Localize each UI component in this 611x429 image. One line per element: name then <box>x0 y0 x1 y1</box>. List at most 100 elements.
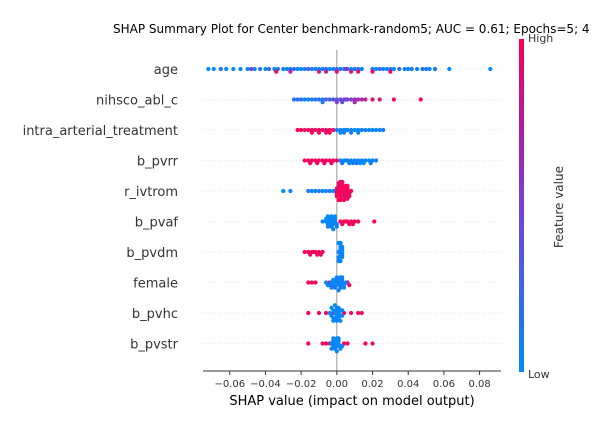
shap-point <box>331 97 336 102</box>
shap-point <box>381 127 386 133</box>
shap-point <box>211 66 216 72</box>
shap-point <box>334 158 339 163</box>
shap-point <box>377 127 382 133</box>
shap-point <box>313 66 318 72</box>
shap-point <box>381 66 386 72</box>
shap-point <box>352 100 357 105</box>
shap-point <box>315 252 320 257</box>
shap-point <box>306 310 311 316</box>
shap-point <box>343 97 348 102</box>
shap-point <box>488 66 493 72</box>
shap-point <box>370 69 375 74</box>
shap-point <box>311 249 316 255</box>
shap-point <box>318 252 323 257</box>
shap-point <box>336 305 341 310</box>
shap-point <box>329 305 334 310</box>
shap-point <box>288 69 293 74</box>
shap-point <box>359 127 364 133</box>
shap-point <box>316 69 322 74</box>
shap-point <box>340 275 345 280</box>
feature-label: female <box>133 277 178 292</box>
shap-point <box>338 318 343 323</box>
shap-point <box>357 161 363 166</box>
shap-point <box>356 219 361 224</box>
shap-point <box>320 66 325 72</box>
feature-label: intra_arterial_treatment <box>23 124 178 139</box>
shap-point <box>406 66 411 72</box>
shap-point <box>302 66 307 72</box>
shap-point <box>306 188 311 194</box>
shap-point <box>418 97 423 102</box>
shap-point <box>327 130 332 135</box>
shap-point <box>352 66 357 72</box>
shap-point <box>325 214 330 219</box>
shap-point <box>356 97 361 102</box>
chart-title: SHAP Summary Plot for Center benchmark-r… <box>113 22 590 36</box>
shap-point <box>329 346 334 351</box>
shap-point <box>324 97 329 102</box>
shap-point <box>238 66 243 72</box>
shap-point <box>361 161 366 166</box>
shap-point <box>374 127 379 133</box>
shap-point <box>309 130 314 135</box>
shap-point <box>249 66 254 72</box>
shap-point <box>366 127 372 133</box>
shap-point <box>327 188 332 194</box>
shap-point <box>231 66 236 72</box>
shap-point <box>340 100 345 105</box>
feature-label: nihsco_abl_c <box>96 94 178 109</box>
shap-point <box>343 280 348 285</box>
shap-point <box>302 249 307 255</box>
shap-point <box>340 308 345 313</box>
shap-point <box>388 69 393 74</box>
shap-point <box>340 161 345 166</box>
shap-point <box>299 66 304 72</box>
shap-point <box>320 219 325 224</box>
shap-point <box>334 349 339 354</box>
shap-point <box>313 127 318 133</box>
shap-point <box>306 341 311 346</box>
shap-point <box>338 66 343 72</box>
shap-point <box>363 97 368 102</box>
shap-point <box>316 188 322 194</box>
shap-point <box>316 130 322 135</box>
shap-point <box>299 97 304 102</box>
shap-point <box>306 66 311 72</box>
shap-point <box>332 303 338 308</box>
shap-point <box>324 188 329 194</box>
shap-point <box>336 258 341 264</box>
shap-point <box>332 285 338 290</box>
shap-point <box>245 66 250 72</box>
shap-point <box>331 318 336 323</box>
shap-point <box>284 66 289 72</box>
shap-point <box>334 275 339 280</box>
shap-point <box>340 179 345 185</box>
shap-point <box>427 66 432 72</box>
x-tick-label: 0.02 <box>361 379 383 390</box>
shap-point <box>331 227 336 232</box>
shap-point <box>370 341 375 346</box>
shap-point <box>315 161 320 166</box>
shap-points <box>206 66 493 354</box>
shap-point <box>363 127 368 133</box>
shap-point <box>350 161 355 166</box>
shap-point <box>334 224 339 229</box>
shap-point <box>308 252 313 257</box>
shap-point <box>340 255 345 260</box>
x-tick-label: −0.06 <box>214 379 245 390</box>
shap-point <box>384 66 389 72</box>
x-axis-ticks: −0.06 −0.04 −0.02 0.00 0.02 0.04 0.06 0.08 <box>214 371 491 390</box>
shap-point <box>343 66 348 72</box>
shap-point <box>331 188 336 194</box>
shap-point <box>359 97 364 102</box>
shap-point <box>281 188 286 194</box>
shap-point <box>295 127 300 133</box>
shap-point <box>343 158 348 163</box>
shap-point <box>397 66 402 72</box>
shap-point <box>331 336 336 341</box>
shap-point <box>349 310 354 316</box>
colorbar <box>519 39 524 372</box>
shap-point <box>340 244 345 249</box>
shap-point <box>320 100 325 105</box>
